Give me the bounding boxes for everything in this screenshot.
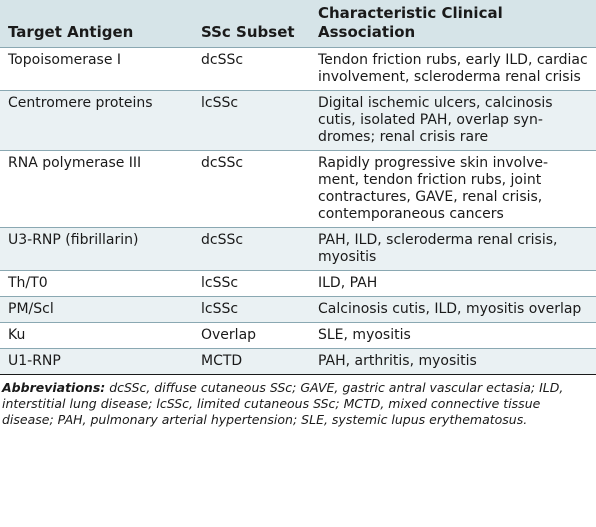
abbreviations-text: dcSSc, diffuse cutaneous SSc; GAVE, gast… xyxy=(2,380,564,427)
table-row: RNA polymerase III dcSSc Rapidly progres… xyxy=(0,150,596,228)
table-header-row: Target Antigen SSc Subset Characteristic… xyxy=(0,0,596,48)
cell-ssc-subset: dcSSc xyxy=(193,47,310,91)
cell-clinical-association: Digital ischemic ulcers, calcinosis cuti… xyxy=(310,90,596,151)
cell-target-antigen: Th/T0 xyxy=(0,270,193,297)
cell-ssc-subset: Overlap xyxy=(193,322,310,349)
abbreviations-label: Abbreviations: xyxy=(2,380,106,395)
antigen-table-container: Target Antigen SSc Subset Characteristic… xyxy=(0,0,596,428)
cell-target-antigen: RNA polymerase III xyxy=(0,150,193,228)
table-row: PM/Scl lcSSc Calcinosis cutis, ILD, myos… xyxy=(0,296,596,323)
cell-target-antigen: U1-RNP xyxy=(0,348,193,375)
antigen-table: Target Antigen SSc Subset Characteristic… xyxy=(0,0,596,375)
table-row: U3-RNP (fibrillarin) dcSSc PAH, ILD, scl… xyxy=(0,227,596,271)
table-row: Ku Overlap SLE, myositis xyxy=(0,322,596,349)
cell-clinical-association: PAH, arthritis, myositis xyxy=(310,348,596,375)
header-clinical-association: Characteristic Clinical Association xyxy=(318,4,503,41)
cell-ssc-subset: dcSSc xyxy=(193,150,310,228)
cell-target-antigen: U3-RNP (fibrillarin) xyxy=(0,227,193,271)
table-row: Centromere proteins lcSSc Digital ischem… xyxy=(0,90,596,151)
cell-target-antigen: Ku xyxy=(0,322,193,349)
cell-target-antigen: PM/Scl xyxy=(0,296,193,323)
table-row: Topoisomerase I dcSSc Tendon friction ru… xyxy=(0,47,596,91)
cell-clinical-association: Calcinosis cutis, ILD, myositis overlap xyxy=(310,296,596,323)
cell-clinical-association: Rapidly progressive skin involve-ment, t… xyxy=(310,150,596,228)
table-row: Th/T0 lcSSc ILD, PAH xyxy=(0,270,596,297)
cell-ssc-subset: lcSSc xyxy=(193,270,310,297)
cell-clinical-association: Tendon friction rubs, early ILD, cardiac… xyxy=(310,47,596,91)
header-ssc-subset: SSc Subset xyxy=(201,23,295,41)
cell-clinical-association: SLE, myositis xyxy=(310,322,596,349)
cell-target-antigen: Topoisomerase I xyxy=(0,47,193,91)
cell-clinical-association: PAH, ILD, scleroderma renal crisis, myos… xyxy=(310,227,596,271)
header-target-antigen: Target Antigen xyxy=(8,23,134,41)
cell-ssc-subset: MCTD xyxy=(193,348,310,375)
cell-target-antigen: Centromere proteins xyxy=(0,90,193,151)
abbreviations-footnote: Abbreviations: dcSSc, diffuse cutaneous … xyxy=(0,375,594,428)
cell-ssc-subset: dcSSc xyxy=(193,227,310,271)
table-row: U1-RNP MCTD PAH, arthritis, myositis xyxy=(0,348,596,375)
cell-clinical-association: ILD, PAH xyxy=(310,270,596,297)
cell-ssc-subset: lcSSc xyxy=(193,90,310,151)
cell-ssc-subset: lcSSc xyxy=(193,296,310,323)
